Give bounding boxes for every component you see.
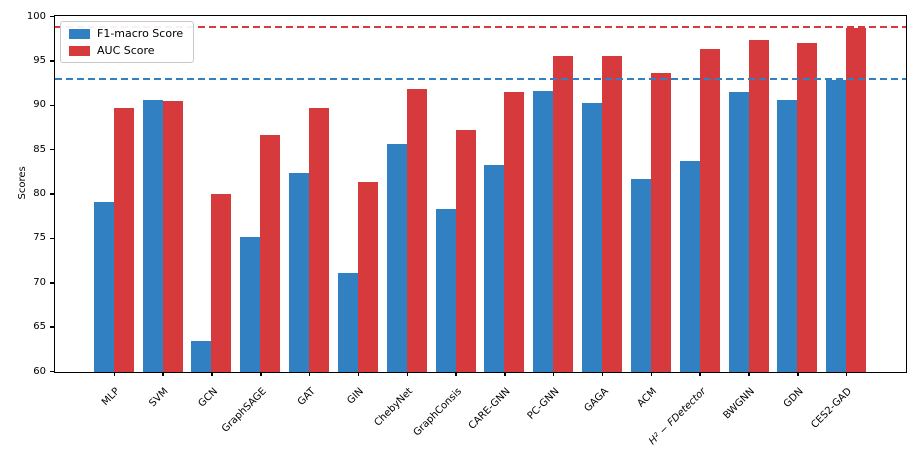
bar-f1-macro-h-fdetector: [679, 160, 700, 372]
bar-f1-macro-gat: [289, 173, 310, 372]
y-tick-label-85: 85: [33, 143, 46, 155]
y-tick-mark: [50, 237, 54, 240]
bar-auc-svm: [162, 101, 183, 372]
bar-f1-macro-gin: [337, 272, 358, 372]
bar-auc-gaga: [602, 56, 623, 372]
bar-auc-graphsage: [260, 135, 281, 372]
x-tick-mark: [748, 371, 750, 376]
bar-auc-care-gnn: [504, 92, 525, 372]
legend-label-auc: AUC Score: [97, 44, 155, 57]
legend-swatch-f1-macro: [69, 28, 90, 39]
bar-f1-macro-gaga: [582, 103, 603, 372]
x-tick-mark: [406, 371, 408, 376]
legend-item-auc: AUC Score: [69, 44, 183, 57]
legend: F1-macro Score AUC Score: [60, 21, 195, 63]
y-tick-mark: [50, 148, 54, 151]
bar-auc-pc-gnn: [553, 56, 574, 372]
bar-f1-macro-graphconsis: [435, 208, 456, 372]
x-tick-mark: [650, 371, 653, 376]
x-tick-mark: [601, 371, 604, 376]
y-tick-mark: [50, 282, 54, 284]
x-tick-label-h-fdetector: H² − FDetector: [646, 385, 708, 447]
bar-auc-gdn: [797, 42, 818, 372]
x-tick-mark: [845, 371, 848, 376]
bar-f1-macro-chebynet: [386, 143, 407, 372]
bar-f1-macro-ces2-gad: [826, 80, 847, 372]
y-tick-label-90: 90: [33, 99, 46, 111]
bars-layer: [55, 16, 906, 372]
x-tick-mark: [797, 371, 799, 376]
bar-auc-acm: [650, 72, 671, 372]
x-tick-label-ces2-gad: CES2-GAD: [809, 385, 855, 431]
y-tick-mark: [50, 15, 54, 18]
y-tick-mark: [50, 104, 54, 106]
x-tick-mark: [211, 371, 213, 376]
bar-f1-macro-bwgnn: [728, 91, 749, 372]
y-tick-label-70: 70: [33, 276, 46, 288]
plot-area: F1-macro Score AUC Score: [54, 15, 907, 373]
x-tick-label-box: CES2-GAD: [687, 379, 855, 431]
y-tick-mark: [50, 326, 54, 328]
bar-f1-macro-gdn: [777, 99, 798, 372]
bar-auc-chebynet: [406, 88, 427, 372]
x-tick-mark: [357, 371, 360, 376]
y-tick-label-80: 80: [33, 188, 46, 199]
y-tick-mark: [50, 60, 54, 62]
bar-auc-gcn: [211, 193, 232, 372]
x-tick-mark: [260, 371, 262, 376]
y-tick-label-75: 75: [33, 232, 46, 244]
x-tick-mark: [455, 371, 457, 376]
bar-f1-macro-mlp: [93, 201, 114, 372]
bar-f1-macro-svm: [142, 99, 163, 372]
y-tick-label-95: 95: [33, 54, 46, 66]
y-tick-mark: [50, 370, 54, 373]
x-tick-mark: [504, 371, 506, 376]
legend-item-f1-macro: F1-macro Score: [69, 27, 183, 40]
bar-f1-macro-pc-gnn: [533, 90, 554, 372]
bar-f1-macro-graphsage: [240, 237, 261, 372]
bar-f1-macro-care-gnn: [484, 165, 505, 372]
legend-label-f1-macro: F1-macro Score: [97, 27, 184, 40]
bar-f1-macro-gcn: [191, 340, 212, 372]
bar-auc-ces2-gad: [846, 27, 867, 372]
legend-swatch-auc: [69, 45, 90, 56]
y-tick-label-65: 65: [33, 321, 46, 333]
x-tick-mark: [552, 371, 555, 376]
bar-auc-h-fdetector: [699, 48, 720, 372]
x-tick-mark: [308, 371, 311, 376]
bar-auc-graphconsis: [455, 129, 476, 372]
y-tick-label-100: 100: [26, 10, 46, 22]
bar-auc-bwgnn: [748, 40, 769, 372]
x-tick-mark: [162, 371, 164, 376]
x-tick-mark: [113, 371, 116, 376]
y-tick-mark: [50, 193, 54, 195]
bar-auc-gin: [357, 182, 378, 372]
y-tick-label-60: 60: [33, 365, 46, 377]
bar-auc-gat: [309, 108, 330, 372]
x-tick-mark: [699, 371, 701, 376]
bar-f1-macro-acm: [630, 178, 651, 372]
bar-auc-mlp: [113, 107, 134, 372]
